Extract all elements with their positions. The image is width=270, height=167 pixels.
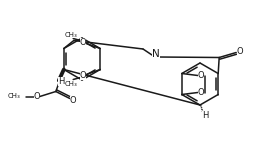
Text: CH₃: CH₃ [8,93,21,99]
Text: H: H [58,77,64,86]
Text: O: O [69,96,76,105]
Text: CH₃: CH₃ [65,80,77,87]
Text: O: O [197,71,204,80]
Text: O: O [80,71,86,80]
Text: N: N [152,49,160,59]
Text: O: O [197,88,204,97]
Text: H: H [202,111,208,120]
Text: O: O [33,92,40,101]
Text: O: O [237,47,244,56]
Text: O: O [80,38,86,47]
Text: CH₃: CH₃ [65,32,77,38]
